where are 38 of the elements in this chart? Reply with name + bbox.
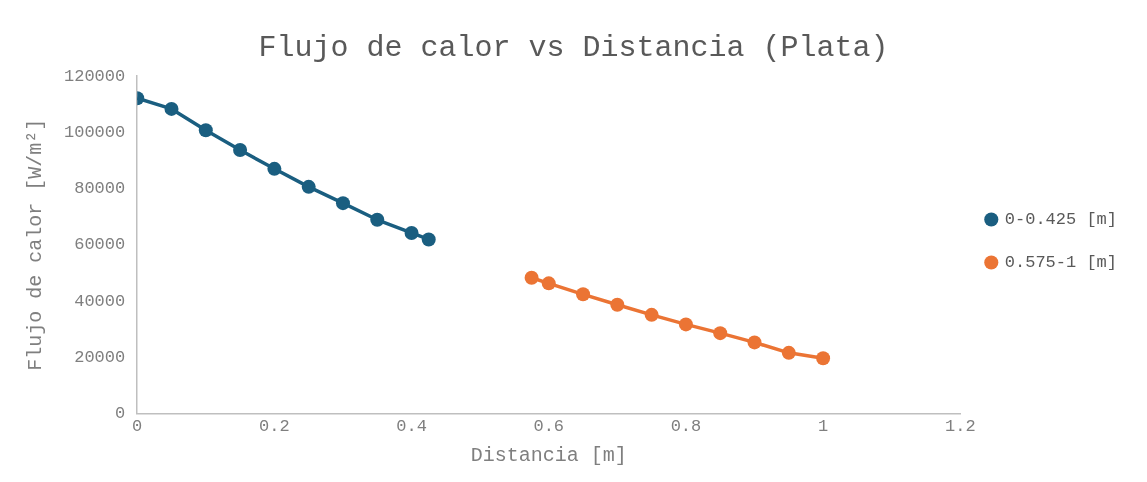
x-tick-label: 0: [132, 417, 143, 437]
x-tick-label: 0.2: [259, 417, 290, 437]
point: [678, 317, 693, 332]
point: [233, 142, 248, 157]
x-tick-label: 0.6: [533, 417, 565, 437]
point: [644, 307, 659, 322]
point: [301, 179, 316, 194]
y-tick-label: 80000: [74, 179, 126, 199]
point: [576, 287, 591, 302]
point: [164, 101, 179, 116]
legend-label: 0-0.425 [m]: [1004, 210, 1117, 229]
x-tick-label: 0.8: [670, 417, 702, 437]
point: [267, 161, 282, 176]
y-tick-label: 20000: [74, 347, 126, 367]
x-tick-label: 1: [818, 417, 829, 437]
chart-title: Flujo de calor vs Distancia (Plata): [258, 30, 889, 65]
x-tick-label: 0.4: [396, 417, 427, 437]
point: [198, 123, 213, 138]
point: [713, 326, 728, 341]
y-axis-title: Flujo de calor [W/m²]: [24, 118, 48, 371]
y-tick-label: 100000: [63, 122, 126, 142]
point: [781, 345, 796, 360]
x-axis-title: Distancia [m]: [470, 444, 627, 468]
y-tick-label: 60000: [74, 235, 126, 255]
legend-label: 0.575-1 [m]: [1004, 253, 1117, 272]
point: [541, 276, 556, 291]
point: [816, 351, 831, 366]
point: [370, 212, 385, 227]
point: [421, 232, 436, 247]
x-tick-label: 1.2: [944, 417, 976, 437]
point: [524, 270, 539, 285]
y-tick-label: 120000: [63, 66, 126, 86]
point: [404, 225, 419, 240]
y-tick-label: 40000: [74, 291, 126, 311]
y-tick-label: 0: [115, 404, 126, 424]
point: [335, 196, 350, 211]
point: [610, 297, 625, 312]
point: [747, 335, 762, 350]
